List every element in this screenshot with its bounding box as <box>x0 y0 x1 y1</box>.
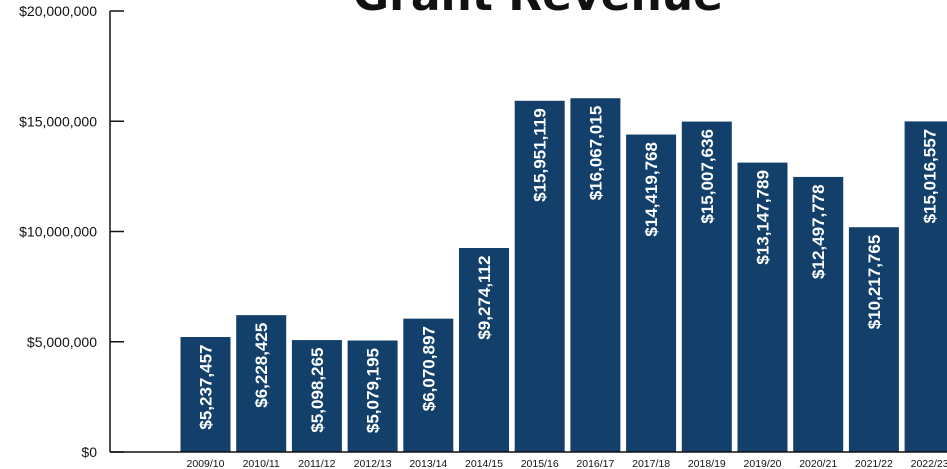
x-tick-label: 2020/21 <box>799 458 837 469</box>
bar <box>680 120 733 453</box>
bar-data-label: $9,274,112 <box>475 256 494 340</box>
y-tick-label: $5,000,000 <box>27 334 97 350</box>
chart-title: Grant Revenue <box>353 0 723 21</box>
y-tick-label: $15,000,000 <box>19 113 97 129</box>
x-tick-label: 2013/14 <box>409 458 447 469</box>
bar <box>346 339 399 453</box>
bar-data-label: $10,217,765 <box>865 235 884 330</box>
x-tick-label: 2010/11 <box>243 458 280 469</box>
bar-data-label: $5,079,195 <box>364 348 383 433</box>
x-tick-label: 2022/23 <box>911 458 947 469</box>
bar <box>235 314 288 453</box>
bar-data-label: $15,951,119 <box>531 108 550 202</box>
x-tick-label: 2017/18 <box>632 458 670 469</box>
bar <box>402 317 455 453</box>
y-tick-label: $0 <box>81 444 97 460</box>
bar <box>458 247 510 453</box>
x-tick-label: 2014/15 <box>465 458 503 469</box>
bar-data-label: $12,497,778 <box>809 184 828 279</box>
bar <box>569 97 622 453</box>
x-tick-label: 2021/22 <box>855 458 893 469</box>
bar <box>736 161 789 453</box>
bar <box>179 336 232 453</box>
bar-data-label: $13,147,789 <box>754 170 773 265</box>
bar-data-label: $5,098,265 <box>308 348 327 433</box>
x-tick-label: 2018/19 <box>688 458 726 469</box>
x-tick-label: 2016/17 <box>576 458 614 469</box>
bar-data-label: $6,228,425 <box>252 323 271 408</box>
x-tick-label: 2012/13 <box>354 458 392 469</box>
x-tick-label: 2011/12 <box>298 458 335 469</box>
bar-data-label: $15,007,636 <box>698 129 717 224</box>
y-tick-label: $10,000,000 <box>19 224 97 240</box>
bar <box>792 175 845 453</box>
bar-data-label: $14,419,768 <box>642 142 661 237</box>
bar-data-label: $6,070,897 <box>419 326 438 411</box>
x-tick-label: 2015/16 <box>521 458 559 469</box>
x-tick-label: 2019/20 <box>744 458 782 469</box>
bar-data-label: $5,237,457 <box>197 345 216 430</box>
bar-data-label: $15,016,557 <box>921 129 940 224</box>
bar <box>847 226 900 453</box>
x-tick-label: 2009/10 <box>187 458 225 469</box>
bar-data-label: $16,067,015 <box>586 106 605 201</box>
bar <box>290 339 343 453</box>
y-tick-label: $20,000,000 <box>19 3 97 19</box>
